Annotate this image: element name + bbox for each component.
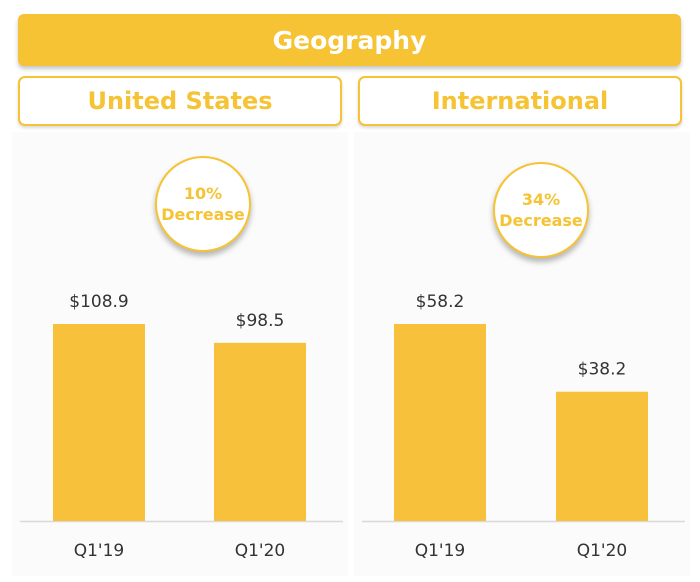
- international-value-label-1: $58.2: [416, 292, 465, 312]
- us-region-title: United States: [87, 87, 273, 115]
- us-bar-chart: $108.9 Q1'19 $98.5 Q1'20: [20, 292, 343, 561]
- international-region-header: International: [358, 76, 682, 126]
- us-category-label-1: Q1'19: [74, 541, 125, 561]
- international-change-percent: 34%: [521, 190, 561, 209]
- international-bar-chart: $58.2 Q1'19 $38.2 Q1'20: [362, 292, 685, 561]
- international-region-title: International: [431, 87, 609, 115]
- geography-banner: Geography: [18, 14, 681, 66]
- international-change-text: Decrease: [499, 211, 583, 230]
- international-category-label-2: Q1'20: [577, 541, 628, 561]
- international-bar-1: [394, 324, 486, 521]
- international-value-label-2: $38.2: [578, 360, 627, 380]
- us-change-badge: 10% Decrease: [155, 156, 251, 252]
- us-region-header: United States: [18, 76, 342, 126]
- us-category-label-2: Q1'20: [235, 541, 286, 561]
- us-change-text: Decrease: [161, 205, 245, 224]
- us-bar-1: [53, 324, 145, 521]
- international-change-badge: 34% Decrease: [493, 162, 589, 258]
- us-bar-2: [214, 342, 306, 521]
- banner-title: Geography: [272, 25, 427, 55]
- us-value-label-1: $108.9: [69, 292, 128, 312]
- international-category-label-1: Q1'19: [415, 541, 466, 561]
- us-value-label-2: $98.5: [236, 311, 285, 331]
- us-change-percent: 10%: [183, 184, 223, 203]
- international-bar-2: [556, 391, 648, 521]
